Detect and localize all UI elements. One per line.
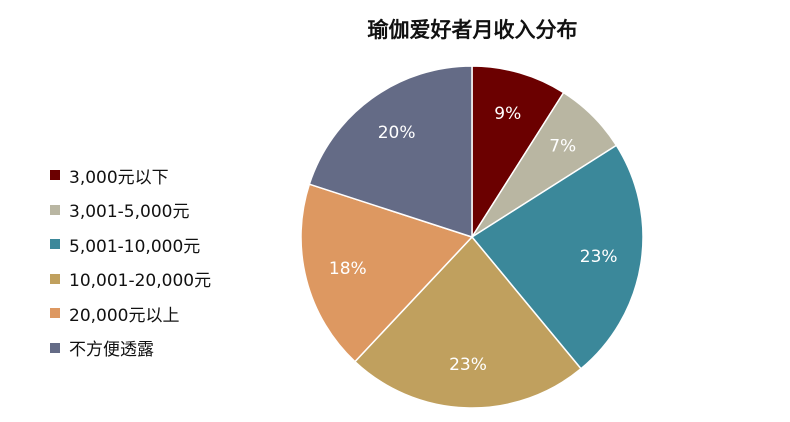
pie-slice-1 [471,65,565,240]
legend-swatch [50,308,60,319]
legend-item: 20,000元以上 [50,296,211,331]
pie-slice-3 [470,144,644,370]
data-label-3: 23% [580,247,618,267]
data-label-2: 7% [549,136,576,156]
data-label-5: 18% [329,259,367,279]
pie-slice-4 [353,235,583,409]
data-label-6: 20% [378,123,416,143]
data-label-1: 9% [494,104,521,124]
legend: 3,000元以下 3,001-5,000元 5,001-10,000元 10,001-… [50,158,211,365]
legend-swatch [50,342,60,353]
legend-item: 不方便透露 [50,331,211,366]
legend-label: 3,000元以下 [69,167,169,188]
legend-item: 3,001-5,000元 [50,193,211,228]
legend-swatch [50,170,60,181]
legend-label: 3,001-5,000元 [69,202,190,223]
legend-label: 20,000元以上 [69,305,180,326]
legend-swatch [50,273,60,284]
legend-label: 10,001-20,000元 [69,271,212,292]
legend-swatch [50,204,60,215]
legend-swatch [50,239,60,250]
legend-item: 5,001-10,000元 [50,227,211,262]
legend-item: 3,000元以下 [50,158,211,193]
data-label-4: 23% [449,355,487,375]
pie-slice-6 [308,65,473,239]
legend-item: 10,001-20,000元 [50,262,211,297]
legend-label: 不方便透露 [69,340,154,361]
chart-title: 瑜伽爱好者月收入分布 [367,18,578,42]
pie-slice-5 [300,183,474,363]
legend-label: 5,001-10,000元 [69,236,201,257]
